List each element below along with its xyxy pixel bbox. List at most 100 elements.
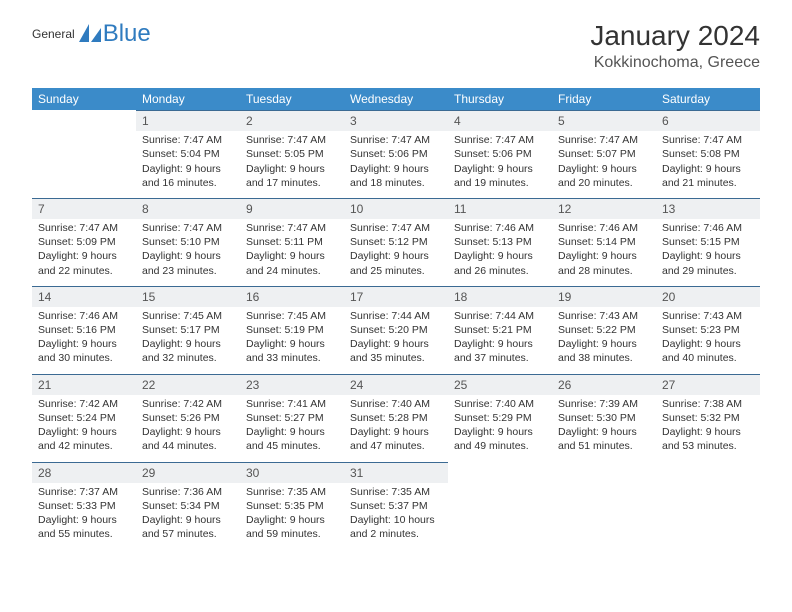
day-details: Sunrise: 7:47 AMSunset: 5:12 PMDaylight:…	[344, 219, 448, 286]
day-details: Sunrise: 7:45 AMSunset: 5:19 PMDaylight:…	[240, 307, 344, 374]
day-number: 19	[552, 286, 656, 307]
calendar-cell: 4Sunrise: 7:47 AMSunset: 5:06 PMDaylight…	[448, 110, 552, 198]
brand-part2: Blue	[103, 20, 151, 48]
calendar-cell: 10Sunrise: 7:47 AMSunset: 5:12 PMDayligh…	[344, 198, 448, 286]
day-number: 29	[136, 462, 240, 483]
calendar-cell: 20Sunrise: 7:43 AMSunset: 5:23 PMDayligh…	[656, 286, 760, 374]
day-details: Sunrise: 7:47 AMSunset: 5:06 PMDaylight:…	[344, 131, 448, 198]
day-number: 21	[32, 374, 136, 395]
day-number: 2	[240, 110, 344, 131]
day-details: Sunrise: 7:39 AMSunset: 5:30 PMDaylight:…	[552, 395, 656, 462]
day-number: 27	[656, 374, 760, 395]
calendar-cell: ..	[552, 462, 656, 550]
day-details: Sunrise: 7:46 AMSunset: 5:16 PMDaylight:…	[32, 307, 136, 374]
day-details: Sunrise: 7:42 AMSunset: 5:26 PMDaylight:…	[136, 395, 240, 462]
day-number: 30	[240, 462, 344, 483]
day-details: Sunrise: 7:42 AMSunset: 5:24 PMDaylight:…	[32, 395, 136, 462]
calendar-cell: 22Sunrise: 7:42 AMSunset: 5:26 PMDayligh…	[136, 374, 240, 462]
calendar-cell: 28Sunrise: 7:37 AMSunset: 5:33 PMDayligh…	[32, 462, 136, 550]
weekday-header: Tuesday	[240, 88, 344, 110]
day-number: 28	[32, 462, 136, 483]
day-number: 3	[344, 110, 448, 131]
day-number: 23	[240, 374, 344, 395]
day-number: 25	[448, 374, 552, 395]
day-number: 16	[240, 286, 344, 307]
day-details: Sunrise: 7:41 AMSunset: 5:27 PMDaylight:…	[240, 395, 344, 462]
location-label: Kokkinochoma, Greece	[590, 54, 760, 72]
day-number: 17	[344, 286, 448, 307]
calendar-cell: 25Sunrise: 7:40 AMSunset: 5:29 PMDayligh…	[448, 374, 552, 462]
calendar-cell: 27Sunrise: 7:38 AMSunset: 5:32 PMDayligh…	[656, 374, 760, 462]
day-number: 13	[656, 198, 760, 219]
calendar-cell: 12Sunrise: 7:46 AMSunset: 5:14 PMDayligh…	[552, 198, 656, 286]
calendar-cell: 13Sunrise: 7:46 AMSunset: 5:15 PMDayligh…	[656, 198, 760, 286]
day-details: Sunrise: 7:47 AMSunset: 5:06 PMDaylight:…	[448, 131, 552, 198]
day-details: Sunrise: 7:47 AMSunset: 5:07 PMDaylight:…	[552, 131, 656, 198]
calendar-cell: 1Sunrise: 7:47 AMSunset: 5:04 PMDaylight…	[136, 110, 240, 198]
calendar-cell: 2Sunrise: 7:47 AMSunset: 5:05 PMDaylight…	[240, 110, 344, 198]
day-details: Sunrise: 7:43 AMSunset: 5:22 PMDaylight:…	[552, 307, 656, 374]
day-details: Sunrise: 7:47 AMSunset: 5:08 PMDaylight:…	[656, 131, 760, 198]
calendar-cell: ..	[656, 462, 760, 550]
day-details: Sunrise: 7:37 AMSunset: 5:33 PMDaylight:…	[32, 483, 136, 550]
day-number: 5	[552, 110, 656, 131]
calendar-cell: 7Sunrise: 7:47 AMSunset: 5:09 PMDaylight…	[32, 198, 136, 286]
day-details: Sunrise: 7:40 AMSunset: 5:29 PMDaylight:…	[448, 395, 552, 462]
day-number: 10	[344, 198, 448, 219]
calendar-cell: 11Sunrise: 7:46 AMSunset: 5:13 PMDayligh…	[448, 198, 552, 286]
day-details: Sunrise: 7:40 AMSunset: 5:28 PMDaylight:…	[344, 395, 448, 462]
day-details: Sunrise: 7:47 AMSunset: 5:10 PMDaylight:…	[136, 219, 240, 286]
calendar-cell: ..	[32, 110, 136, 198]
day-number: 15	[136, 286, 240, 307]
day-details: Sunrise: 7:46 AMSunset: 5:15 PMDaylight:…	[656, 219, 760, 286]
day-number: 4	[448, 110, 552, 131]
day-details: Sunrise: 7:47 AMSunset: 5:05 PMDaylight:…	[240, 131, 344, 198]
page-title: January 2024	[590, 20, 760, 52]
day-number: 14	[32, 286, 136, 307]
calendar-cell: 5Sunrise: 7:47 AMSunset: 5:07 PMDaylight…	[552, 110, 656, 198]
calendar-table: SundayMondayTuesdayWednesdayThursdayFrid…	[32, 88, 760, 549]
day-number: 12	[552, 198, 656, 219]
day-number: 8	[136, 198, 240, 219]
day-number: 26	[552, 374, 656, 395]
calendar-cell: 16Sunrise: 7:45 AMSunset: 5:19 PMDayligh…	[240, 286, 344, 374]
day-number: 9	[240, 198, 344, 219]
weekday-header: Friday	[552, 88, 656, 110]
weekday-header: Wednesday	[344, 88, 448, 110]
calendar-cell: 18Sunrise: 7:44 AMSunset: 5:21 PMDayligh…	[448, 286, 552, 374]
day-details: Sunrise: 7:43 AMSunset: 5:23 PMDaylight:…	[656, 307, 760, 374]
day-number: 24	[344, 374, 448, 395]
day-number: 31	[344, 462, 448, 483]
brand-logo: General Blue	[32, 20, 151, 48]
calendar-cell: ..	[448, 462, 552, 550]
calendar-cell: 30Sunrise: 7:35 AMSunset: 5:35 PMDayligh…	[240, 462, 344, 550]
day-details: Sunrise: 7:47 AMSunset: 5:04 PMDaylight:…	[136, 131, 240, 198]
day-number: 7	[32, 198, 136, 219]
calendar-cell: 24Sunrise: 7:40 AMSunset: 5:28 PMDayligh…	[344, 374, 448, 462]
calendar-cell: 26Sunrise: 7:39 AMSunset: 5:30 PMDayligh…	[552, 374, 656, 462]
calendar-cell: 3Sunrise: 7:47 AMSunset: 5:06 PMDaylight…	[344, 110, 448, 198]
weekday-header: Monday	[136, 88, 240, 110]
calendar-cell: 6Sunrise: 7:47 AMSunset: 5:08 PMDaylight…	[656, 110, 760, 198]
day-details: Sunrise: 7:44 AMSunset: 5:21 PMDaylight:…	[448, 307, 552, 374]
weekday-header: Thursday	[448, 88, 552, 110]
weekday-header: Saturday	[656, 88, 760, 110]
day-number: 1	[136, 110, 240, 131]
day-number: 11	[448, 198, 552, 219]
calendar-cell: 21Sunrise: 7:42 AMSunset: 5:24 PMDayligh…	[32, 374, 136, 462]
day-number: 22	[136, 374, 240, 395]
day-details: Sunrise: 7:35 AMSunset: 5:35 PMDaylight:…	[240, 483, 344, 550]
day-details: Sunrise: 7:46 AMSunset: 5:13 PMDaylight:…	[448, 219, 552, 286]
calendar-cell: 29Sunrise: 7:36 AMSunset: 5:34 PMDayligh…	[136, 462, 240, 550]
calendar-cell: 14Sunrise: 7:46 AMSunset: 5:16 PMDayligh…	[32, 286, 136, 374]
day-number: 20	[656, 286, 760, 307]
day-details: Sunrise: 7:47 AMSunset: 5:11 PMDaylight:…	[240, 219, 344, 286]
sail-icon	[79, 24, 101, 42]
day-details: Sunrise: 7:38 AMSunset: 5:32 PMDaylight:…	[656, 395, 760, 462]
calendar-cell: 15Sunrise: 7:45 AMSunset: 5:17 PMDayligh…	[136, 286, 240, 374]
day-details: Sunrise: 7:45 AMSunset: 5:17 PMDaylight:…	[136, 307, 240, 374]
day-details: Sunrise: 7:47 AMSunset: 5:09 PMDaylight:…	[32, 219, 136, 286]
day-number: 6	[656, 110, 760, 131]
day-details: Sunrise: 7:35 AMSunset: 5:37 PMDaylight:…	[344, 483, 448, 550]
day-details: Sunrise: 7:36 AMSunset: 5:34 PMDaylight:…	[136, 483, 240, 550]
